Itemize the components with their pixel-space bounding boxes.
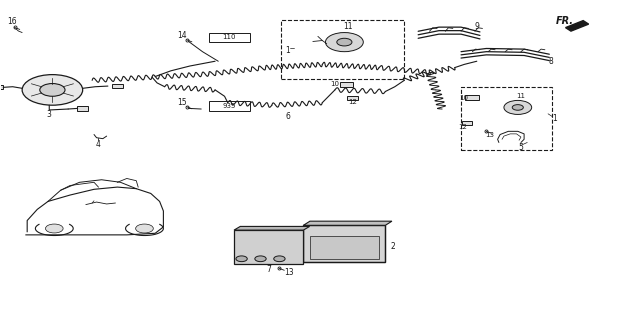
Bar (340, 82, 353, 87)
Text: 11: 11 (516, 93, 525, 99)
Text: 13: 13 (284, 268, 293, 277)
Bar (112, 84, 123, 88)
Circle shape (255, 256, 266, 262)
Circle shape (46, 224, 63, 233)
Text: 1: 1 (552, 114, 557, 123)
Text: 3: 3 (47, 110, 52, 119)
Bar (234, 230, 303, 264)
Text: 6: 6 (285, 113, 290, 122)
Circle shape (325, 33, 363, 52)
Circle shape (274, 256, 285, 262)
Text: 110: 110 (222, 34, 236, 40)
FancyArrow shape (566, 20, 588, 31)
Text: 9: 9 (475, 22, 479, 31)
Text: 8: 8 (548, 57, 553, 66)
Bar (209, 33, 250, 42)
Text: 10: 10 (459, 95, 469, 101)
Text: 5: 5 (518, 143, 523, 152)
Text: 1: 1 (285, 45, 290, 55)
Text: 15: 15 (178, 98, 187, 107)
Bar (0, 85, 3, 89)
Text: 4: 4 (96, 140, 101, 148)
Text: 13: 13 (485, 132, 494, 139)
Polygon shape (234, 227, 310, 230)
Bar (77, 106, 88, 111)
Text: 11: 11 (343, 22, 352, 31)
Bar (303, 225, 386, 262)
Text: 935: 935 (222, 103, 236, 109)
Circle shape (236, 256, 247, 262)
Text: 2: 2 (391, 242, 395, 251)
Circle shape (40, 84, 65, 96)
Bar (465, 95, 479, 100)
Text: 10: 10 (331, 81, 339, 87)
Circle shape (504, 100, 532, 115)
Bar (310, 236, 379, 259)
Circle shape (337, 38, 352, 46)
Text: FR.: FR. (556, 16, 574, 26)
Text: 7: 7 (266, 265, 271, 274)
Text: 16: 16 (7, 17, 17, 26)
Bar (281, 20, 404, 79)
Text: 12: 12 (458, 124, 468, 130)
Bar (462, 122, 472, 125)
Text: 14: 14 (178, 31, 187, 40)
Bar (303, 225, 386, 262)
Bar (209, 101, 250, 111)
Bar (461, 87, 552, 150)
Circle shape (136, 224, 154, 233)
Bar (347, 96, 358, 100)
Circle shape (513, 105, 523, 110)
Polygon shape (303, 221, 392, 225)
Circle shape (22, 75, 83, 105)
Text: 12: 12 (348, 99, 357, 105)
